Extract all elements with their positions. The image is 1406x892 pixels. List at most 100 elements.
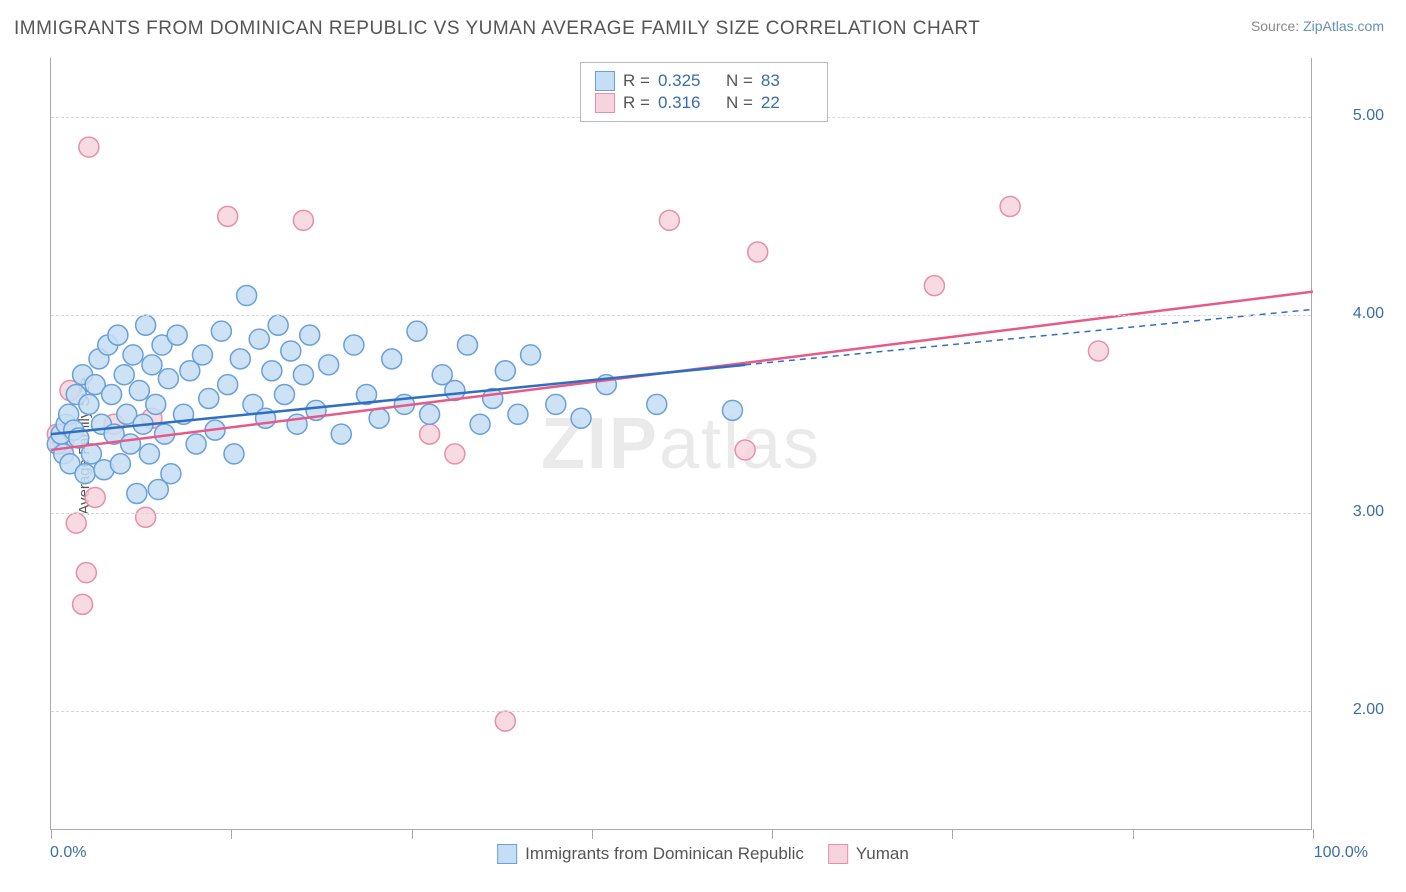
y-tick-label: 2.00 [1353,701,1384,719]
gridline [51,513,1311,514]
data-point-dr [161,464,181,484]
data-point-dr [142,355,162,375]
data-point-dr [158,369,178,389]
trend-line-ext-dr [745,309,1313,364]
data-point-dr [647,394,667,414]
legend-r-value: 0.316 [658,93,710,113]
data-point-yuman [924,276,944,296]
source-link[interactable]: ZipAtlas.com [1303,18,1384,34]
x-tick [1313,829,1314,839]
data-point-dr [129,381,149,401]
gridline [51,711,1311,712]
legend-correlation-box: R =0.325N =83R =0.316N =22 [580,62,828,122]
data-point-yuman [1000,196,1020,216]
data-point-yuman [136,507,156,527]
legend-n-value: 22 [761,93,813,113]
data-point-dr [127,483,147,503]
data-point-dr [268,315,288,335]
data-point-yuman [735,440,755,460]
legend-swatch-dr [497,844,517,864]
legend-n-value: 83 [761,71,813,91]
data-point-dr [79,394,99,414]
chart-title: IMMIGRANTS FROM DOMINICAN REPUBLIC VS YU… [14,18,980,40]
data-point-yuman [748,242,768,262]
x-tick [51,829,52,839]
y-tick-label: 3.00 [1353,503,1384,521]
source-citation: Source: ZipAtlas.com [1251,18,1384,34]
data-point-dr [300,325,320,345]
data-point-dr [192,345,212,365]
y-tick-label: 5.00 [1353,107,1384,125]
x-tick [952,829,953,839]
data-point-dr [722,400,742,420]
source-label: Source: [1251,18,1303,34]
gridline [51,315,1311,316]
data-point-yuman [420,424,440,444]
data-point-yuman [218,206,238,226]
data-point-dr [293,365,313,385]
data-point-dr [344,335,364,355]
data-point-dr [75,464,95,484]
y-tick-label: 4.00 [1353,305,1384,323]
legend-swatch-dr [595,71,615,91]
legend-series-item: Immigrants from Dominican Republic [497,844,804,864]
data-point-dr [211,321,231,341]
x-tick [231,829,232,839]
legend-swatch-yuman [595,93,615,113]
legend-series-label: Yuman [856,844,909,864]
legend-r-label: R = [623,71,650,91]
data-point-dr [521,345,541,365]
data-point-dr [274,385,294,405]
x-tick [1133,829,1134,839]
data-point-yuman [293,210,313,230]
data-point-dr [110,454,130,474]
data-point-dr [319,355,339,375]
x-tick [592,829,593,839]
data-point-dr [470,414,490,434]
legend-series-item: Yuman [828,844,909,864]
data-point-dr [382,349,402,369]
data-point-yuman [76,563,96,583]
data-point-yuman [66,513,86,533]
data-point-yuman [85,487,105,507]
data-point-dr [108,325,128,345]
legend-correlation-row: R =0.325N =83 [595,71,813,91]
data-point-dr [369,408,389,428]
data-point-yuman [79,137,99,157]
data-point-dr [167,325,187,345]
legend-n-label: N = [726,93,753,113]
x-tick-label-max: 100.0% [1314,844,1368,862]
data-point-dr [262,361,282,381]
data-point-dr [331,424,351,444]
data-point-dr [114,365,134,385]
chart-container: IMMIGRANTS FROM DOMINICAN REPUBLIC VS YU… [0,0,1406,892]
x-tick [412,829,413,839]
data-point-dr [199,388,219,408]
plot-svg [51,58,1311,829]
data-point-dr [281,341,301,361]
data-point-yuman [659,210,679,230]
data-point-dr [420,404,440,424]
data-point-yuman [495,711,515,731]
data-point-yuman [1088,341,1108,361]
data-point-dr [218,375,238,395]
data-point-dr [230,349,250,369]
data-point-dr [249,329,269,349]
legend-swatch-yuman [828,844,848,864]
data-point-dr [102,385,122,405]
data-point-dr [136,315,156,335]
data-point-dr [495,361,515,381]
data-point-dr [457,335,477,355]
data-point-dr [139,444,159,464]
x-tick [772,829,773,839]
data-point-dr [123,345,143,365]
data-point-dr [508,404,528,424]
data-point-dr [407,321,427,341]
data-point-dr [224,444,244,464]
data-point-yuman [73,594,93,614]
data-point-dr [146,394,166,414]
data-point-dr [237,286,257,306]
data-point-yuman [445,444,465,464]
legend-series-label: Immigrants from Dominican Republic [525,844,804,864]
legend-n-label: N = [726,71,753,91]
